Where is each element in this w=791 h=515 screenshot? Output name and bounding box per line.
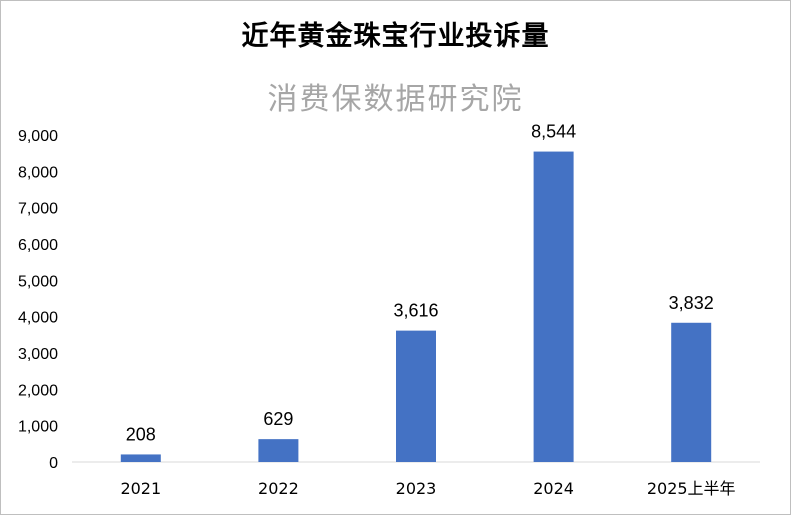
chart-title: 近年黄金珠宝行业投诉量	[241, 21, 550, 52]
y-tick-label: 1,000	[18, 419, 58, 436]
y-tick-label: 7,000	[18, 201, 58, 218]
bar	[258, 439, 299, 462]
bar	[533, 151, 574, 462]
bar-value-label: 8,544	[531, 122, 576, 142]
y-tick-label: 8,000	[18, 164, 58, 181]
bar	[396, 330, 436, 462]
bar-value-label: 629	[263, 409, 293, 429]
y-tick-label: 4,000	[18, 310, 58, 327]
bar-value-label: 3,832	[669, 293, 714, 313]
chart-subtitle: 消费保数据研究院	[267, 82, 524, 117]
x-category-label: 2023	[396, 479, 437, 498]
x-category-label: 2022	[258, 479, 299, 498]
bar-value-label: 208	[126, 424, 156, 444]
bar	[671, 322, 712, 462]
y-tick-label: 2,000	[18, 382, 58, 399]
y-tick-label: 9,000	[18, 128, 58, 145]
bar	[120, 454, 161, 462]
x-category-label: 2025上半年	[647, 479, 736, 498]
x-category-label: 2021	[120, 479, 161, 498]
y-tick-label: 6,000	[18, 237, 58, 254]
bar-value-label: 3,616	[393, 301, 438, 321]
x-category-label: 2024	[533, 479, 574, 498]
y-tick-label: 3,000	[18, 346, 58, 363]
y-tick-label: 5,000	[18, 273, 58, 290]
y-tick-label: 0	[49, 455, 58, 472]
